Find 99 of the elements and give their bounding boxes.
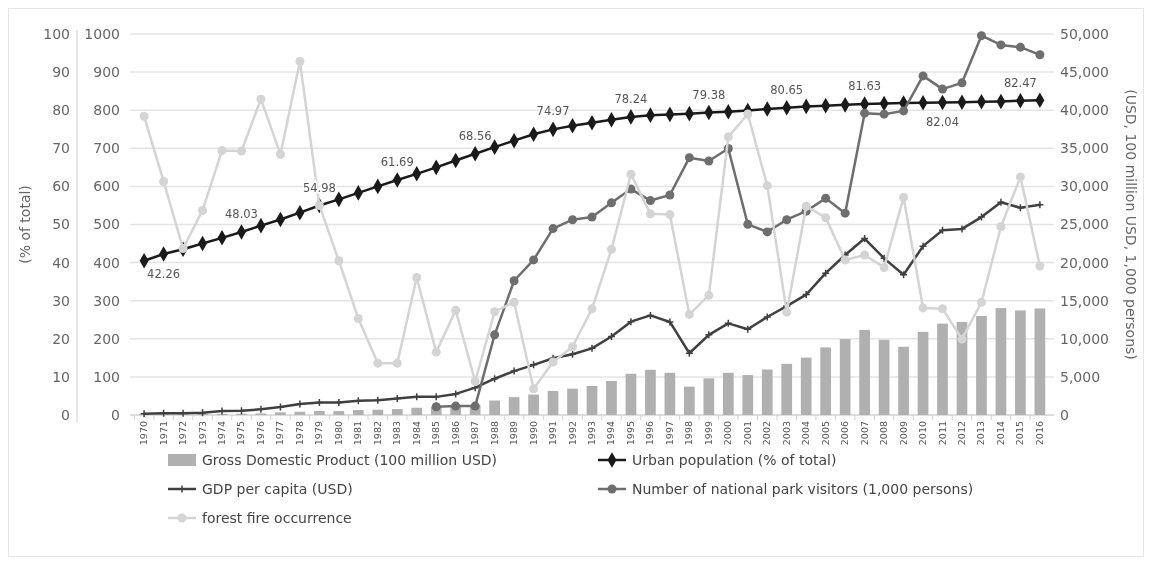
x-tick-label: 1971 — [157, 421, 169, 446]
x-tick-label: 2012 — [955, 421, 967, 446]
x-tick-label: 2001 — [741, 421, 753, 446]
x-tick-label: 2004 — [800, 421, 812, 446]
x-tick-label: 1994 — [605, 421, 617, 446]
y-tick-label: 80 — [52, 102, 70, 119]
y2-axis-title: (USD, 100 million USD, 1,000 persons) — [1123, 89, 1139, 360]
x-tick-label: 2015 — [1014, 421, 1026, 446]
x-tick-label: 1985 — [430, 421, 442, 446]
x-tick-label: 1978 — [293, 421, 305, 446]
data-label: 54.98 — [302, 180, 336, 195]
x-tick-label: 1988 — [488, 421, 500, 446]
x-tick-label: 2009 — [897, 421, 909, 446]
x-tick-label: 2003 — [780, 421, 792, 446]
x-tick-label: 2014 — [994, 421, 1006, 446]
x-tick-label: 1998 — [683, 421, 695, 446]
x-tick-label: 1990 — [527, 421, 539, 446]
x-tick-label: 1983 — [391, 421, 403, 446]
x-tick-label: 1970 — [138, 421, 150, 446]
data-label: 82.04 — [926, 115, 959, 130]
x-tick-label: 2011 — [936, 421, 948, 446]
x-tick-label: 1980 — [332, 421, 344, 446]
data-label: 78.24 — [614, 91, 648, 106]
data-label: 74.97 — [536, 104, 570, 119]
x-tick-label: 2005 — [819, 421, 831, 446]
y2-tick-label: 20,000 — [1060, 254, 1109, 271]
x-tick-label: 1974 — [216, 421, 228, 446]
x-tick-label: 1976 — [254, 421, 266, 446]
x-tick-label: 1977 — [274, 421, 286, 446]
y3-tick-label: 500 — [93, 216, 120, 233]
y3-tick-label: 300 — [93, 292, 120, 309]
legend-label: Urban population (% of total) — [632, 451, 837, 468]
y2-tick-label: 35,000 — [1060, 140, 1109, 157]
y-tick-label: 20 — [52, 330, 70, 347]
y2-tick-label: 5,000 — [1060, 368, 1101, 385]
y3-tick-label: 800 — [93, 102, 120, 119]
x-tick-label: 1993 — [586, 421, 597, 446]
y3-tick-label: 200 — [93, 330, 120, 347]
y-tick-label: 10 — [52, 368, 70, 385]
y2-tick-label: 30,000 — [1060, 178, 1109, 195]
x-tick-label: 1984 — [410, 421, 422, 446]
y-tick-label: 90 — [52, 64, 70, 80]
y-tick-label: 30 — [52, 292, 70, 309]
x-tick-label: 2007 — [858, 421, 870, 446]
x-tick-label: 1973 — [196, 421, 208, 446]
y-tick-label: 0 — [61, 406, 70, 423]
data-label: 48.03 — [225, 207, 258, 222]
y2-tick-label: 15,000 — [1060, 292, 1109, 309]
data-label: 68.56 — [458, 128, 492, 143]
x-tick-label: 1989 — [508, 421, 520, 446]
y3-tick-label: 700 — [93, 140, 120, 157]
x-tick-label: 1995 — [624, 421, 636, 446]
y3-tick-label: 900 — [93, 64, 120, 80]
x-tick-label: 1999 — [702, 421, 714, 446]
legend-label: GDP per capita (USD) — [202, 480, 353, 497]
y3-tick-label: 600 — [93, 178, 120, 195]
y2-tick-label: 0 — [1060, 406, 1069, 423]
y-tick-label: 70 — [52, 140, 70, 157]
y2-tick-label: 10,000 — [1060, 330, 1109, 347]
x-tick-label: 2006 — [839, 421, 851, 446]
x-tick-label: 1975 — [235, 421, 247, 446]
x-tick-label: 2013 — [975, 421, 987, 446]
y3-tick-label: 1000 — [84, 25, 120, 42]
y2-tick-label: 45,000 — [1060, 64, 1109, 80]
x-tick-label: 1997 — [663, 421, 675, 446]
x-tick-label: 1991 — [547, 421, 559, 446]
x-tick-label: 2002 — [761, 421, 773, 446]
y-tick-label: 40 — [52, 254, 70, 271]
y-axis-title: (% of total) — [17, 185, 33, 264]
y3-tick-label: 100 — [93, 368, 120, 385]
x-tick-label: 1972 — [177, 421, 189, 446]
legend-label: Gross Domestic Product (100 million USD) — [202, 451, 498, 468]
y2-tick-label: 50,000 — [1060, 25, 1109, 42]
y-tick-label: 60 — [52, 178, 70, 195]
y3-tick-label: 0 — [111, 406, 120, 423]
y-tick-label: 50 — [52, 216, 70, 233]
x-tick-label: 1992 — [566, 421, 578, 446]
x-tick-label: 1981 — [352, 421, 364, 446]
y2-tick-label: 25,000 — [1060, 216, 1109, 233]
x-tick-label: 1987 — [469, 421, 481, 446]
data-label: 79.38 — [692, 87, 726, 102]
data-label: 42.26 — [147, 266, 181, 281]
x-tick-label: 2010 — [917, 421, 929, 446]
x-tick-label: 2008 — [878, 421, 890, 446]
data-label: 80.65 — [770, 82, 804, 97]
y-tick-label: 100 — [43, 25, 70, 42]
x-tick-label: 1979 — [313, 421, 325, 446]
data-label: 61.69 — [380, 154, 414, 169]
y2-tick-label: 40,000 — [1060, 102, 1109, 119]
x-tick-label: 1996 — [644, 421, 656, 446]
legend-label: forest fire occurrence — [202, 509, 352, 526]
x-tick-label: 1986 — [449, 421, 461, 446]
data-label: 81.63 — [848, 78, 882, 93]
x-tick-label: 2016 — [1033, 421, 1045, 446]
y3-tick-label: 400 — [93, 254, 120, 271]
legend-label: Number of national park visitors (1,000 persons) — [632, 480, 974, 497]
data-label: 82.47 — [1003, 75, 1037, 90]
x-tick-label: 1982 — [371, 421, 383, 446]
x-tick-label: 2000 — [722, 421, 734, 446]
